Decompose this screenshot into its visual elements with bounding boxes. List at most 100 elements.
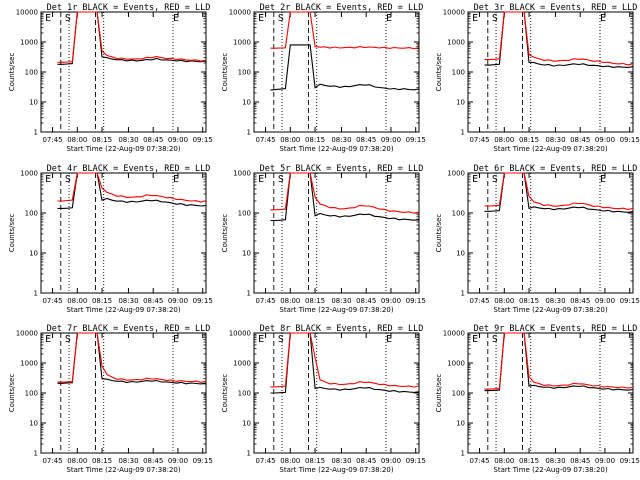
events-series-line [484,332,634,392]
x-tick-label: 08:30 [331,457,351,465]
x-tick-label: 08:00 [280,297,300,305]
x-tick-label: 08:30 [118,136,138,144]
x-axis-label: Start Time (22-Aug-09 07:38:20) [493,306,607,314]
y-axis-label: Counts/sec [435,374,443,413]
lld-series-line [57,172,207,203]
y-tick-label: 1000 [20,170,38,178]
lld-series-line [484,172,634,210]
x-tick-label: 09:00 [168,297,188,305]
plot-frame [467,11,634,133]
x-tick-label: 09:00 [595,136,615,144]
lld-series-line [484,332,634,390]
marker-label: E [386,334,392,345]
marker-label: S [492,334,498,345]
x-tick-label: 08:45 [356,297,376,305]
x-tick-label: 09:00 [595,297,615,305]
x-axis-label: Start Time (22-Aug-09 07:38:20) [279,466,393,474]
y-axis-label: Counts/sec [221,374,229,413]
y-tick-label: 10000 [229,330,251,338]
x-tick-label: 08:45 [143,136,163,144]
y-tick-label: 10000 [16,330,38,338]
y-tick-label: 10000 [229,9,251,17]
y-tick-label: 1 [247,129,251,137]
x-tick-label: 09:15 [193,297,213,305]
y-tick-label: 10 [242,420,251,428]
chart-panel-4: Det 4r BLACK = Events, RED = LLD 1 10 100 10… [8,164,213,314]
plot-frame [40,332,207,454]
marker-label: E [173,334,179,345]
x-tick-label: 09:00 [168,457,188,465]
marker-label: E [173,174,179,185]
y-tick-label: 1000 [233,360,251,368]
y-tick-label: 1 [247,450,251,458]
lld-series-line [57,11,207,63]
lld-series-line [484,11,634,66]
y-tick-label: 10 [29,99,38,107]
x-tick-label: 09:15 [620,136,640,144]
x-tick-label: 08:30 [545,136,565,144]
chart-panel-8: Det 8r BLACK = Events, RED = LLD 1 10 100 10… [221,324,426,474]
x-tick-label: 09:00 [595,457,615,465]
marker-label: S [65,334,71,345]
x-tick-label: 07:45 [255,297,275,305]
plot-frame [253,11,420,133]
x-tick-label: 09:15 [620,297,640,305]
chart-panel-9: Det 9r BLACK = Events, RED = LLD 1 10 100 10… [435,324,640,474]
x-tick-label: 09:15 [193,136,213,144]
y-axis-label: Counts/sec [435,214,443,253]
chart-panel-2: Det 2r BLACK = Events, RED = LLD 1 10 100 10… [221,3,426,153]
marker-label: S [65,174,71,185]
marker-label: E [472,334,478,345]
y-tick-label: 100 [238,390,251,398]
y-tick-label: 1000 [233,170,251,178]
x-tick-label: 07:45 [42,457,62,465]
y-tick-label: 1000 [447,170,465,178]
x-tick-label: 08:45 [143,297,163,305]
marker-label: E [386,174,392,185]
lld-series-line [270,332,420,388]
chart-title: Det 7r BLACK = Events, RED = LLD [47,324,211,334]
x-tick-label: 09:15 [406,136,426,144]
marker-label: E [45,334,51,345]
x-axis-label: Start Time (22-Aug-09 07:38:20) [66,306,180,314]
marker-label: S [492,174,498,185]
y-tick-label: 100 [452,210,465,218]
marker-label: E [258,174,264,185]
x-tick-label: 07:45 [42,297,62,305]
events-series-line [57,172,207,209]
x-tick-label: 07:45 [255,457,275,465]
x-tick-label: 08:15 [519,136,539,144]
y-tick-label: 10 [29,420,38,428]
x-tick-label: 08:15 [92,136,112,144]
plot-frame [467,172,634,294]
x-axis-label: Start Time (22-Aug-09 07:38:20) [279,306,393,314]
y-tick-label: 1 [461,129,465,137]
x-tick-label: 08:45 [570,457,590,465]
marker-label: E [45,174,51,185]
y-tick-label: 100 [25,390,38,398]
y-tick-label: 10000 [16,9,38,17]
x-tick-label: 07:45 [469,457,489,465]
y-tick-label: 100 [452,69,465,77]
plot-frame [467,332,634,454]
marker-label: E [386,13,392,24]
lld-series-line [270,11,420,50]
x-tick-label: 08:00 [67,457,87,465]
marker-label: E [258,13,264,24]
x-tick-label: 07:45 [469,136,489,144]
y-tick-label: 1000 [447,360,465,368]
x-tick-label: 09:00 [381,297,401,305]
y-axis-label: Counts/sec [435,53,443,92]
chart-panel-7: Det 7r BLACK = Events, RED = LLD 1 10 100 10… [8,324,213,474]
marker-label: E [600,174,606,185]
x-tick-label: 09:00 [168,136,188,144]
y-axis-label: Counts/sec [221,53,229,92]
x-tick-label: 08:45 [143,457,163,465]
x-tick-label: 08:15 [305,457,325,465]
plot-frame [40,172,207,294]
x-axis-label: Start Time (22-Aug-09 07:38:20) [66,466,180,474]
chart-title: Det 4r BLACK = Events, RED = LLD [47,164,211,174]
x-tick-label: 08:45 [570,136,590,144]
marker-label: S [278,334,284,345]
